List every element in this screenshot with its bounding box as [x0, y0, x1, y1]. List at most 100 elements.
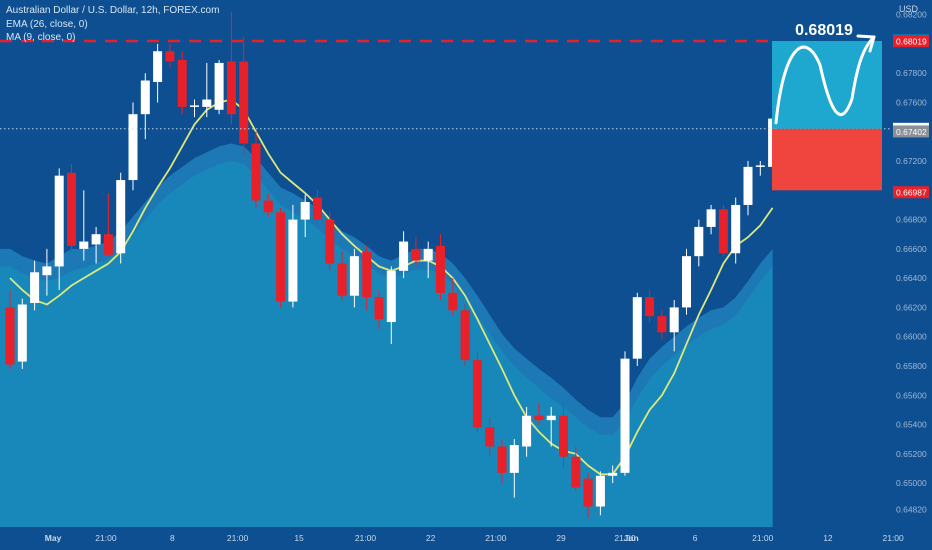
candle — [399, 231, 409, 279]
candle-body — [153, 51, 163, 82]
y-tick-label: 0.67800 — [896, 68, 927, 78]
candle — [546, 406, 556, 447]
candle — [632, 292, 642, 366]
y-tick-label: 0.65400 — [896, 420, 927, 430]
candle-body — [669, 307, 679, 333]
projection-arrow — [856, 34, 876, 53]
candle — [128, 102, 138, 191]
candle-body — [448, 292, 458, 311]
x-tick-label: 29 — [556, 533, 566, 543]
candle — [743, 161, 753, 216]
candle — [595, 471, 605, 516]
candle — [325, 212, 335, 271]
x-tick-label: Jun — [624, 533, 639, 543]
candle — [349, 248, 359, 308]
x-tick-label: 21:00 — [882, 533, 904, 543]
candle — [116, 172, 126, 264]
x-tick-label: 21:00 — [227, 533, 249, 543]
candle — [620, 351, 630, 476]
candle — [706, 204, 716, 235]
currency-label: USD — [898, 4, 918, 14]
candle-body — [755, 165, 765, 167]
candle-body — [583, 478, 593, 507]
candle-body — [67, 172, 76, 246]
candle-body — [362, 251, 372, 298]
candle — [214, 60, 224, 115]
price-label-text: 0.68019 — [896, 37, 927, 47]
candle — [559, 402, 568, 469]
y-tick-label: 0.65000 — [896, 478, 927, 488]
candle-body — [226, 61, 236, 115]
candle-body — [91, 234, 101, 245]
candle — [645, 289, 655, 323]
candle — [682, 248, 691, 315]
candle — [694, 219, 704, 267]
candle-body — [436, 245, 445, 293]
candle — [288, 204, 298, 308]
price-label-text: 0.67402 — [896, 127, 927, 137]
ma-legend: MA (9, close, 0) — [6, 32, 76, 43]
candle-body — [103, 234, 113, 255]
ema-band-inner — [0, 161, 773, 527]
x-tick-label: 8 — [170, 533, 175, 543]
price-label-text: 0.66987 — [896, 188, 927, 198]
x-tick-label: 6 — [693, 533, 698, 543]
x-tick-label: May — [45, 533, 62, 543]
candle — [263, 193, 273, 217]
candle — [177, 51, 187, 115]
x-tick-label: 21:00 — [355, 533, 377, 543]
candle — [657, 310, 667, 340]
candle-body — [559, 415, 568, 457]
x-tick-label: 15 — [294, 533, 304, 543]
candle-body — [731, 204, 741, 254]
candle — [239, 36, 249, 157]
candle — [202, 62, 212, 118]
candle — [374, 289, 384, 330]
x-tick-label: 22 — [426, 533, 436, 543]
candle — [423, 241, 433, 279]
candle — [190, 99, 199, 118]
candle-body — [472, 360, 482, 428]
candle — [460, 304, 470, 366]
candle — [718, 204, 728, 257]
y-tick-label: 0.67200 — [896, 156, 927, 166]
target-price-label: 0.68019 — [795, 22, 853, 39]
candle-body — [349, 256, 359, 296]
candle — [5, 289, 15, 369]
candle-body — [682, 256, 691, 308]
y-tick-label: 0.66000 — [896, 332, 927, 342]
candle-body — [337, 263, 347, 296]
candle-body — [30, 272, 40, 304]
symbol-title: Australian Dollar / U.S. Dollar, 12h, FO… — [6, 5, 220, 16]
candle-body — [509, 445, 519, 473]
candle-body — [325, 219, 335, 264]
x-tick-label: 12 — [823, 533, 833, 543]
y-tick-label: 0.66800 — [896, 215, 927, 225]
x-tick-label: 21:00 — [485, 533, 507, 543]
candle-body — [128, 114, 138, 181]
candle-body — [743, 166, 753, 205]
candle-body — [116, 180, 126, 254]
candle — [103, 193, 113, 257]
candle — [436, 234, 445, 301]
target-box — [772, 40, 882, 129]
candle — [54, 168, 64, 290]
candle — [362, 245, 372, 311]
candle-body — [202, 99, 212, 107]
price-label-bg — [893, 125, 929, 138]
y-tick-label: 0.66400 — [896, 273, 927, 283]
candle-body — [251, 143, 261, 201]
candle — [534, 402, 544, 425]
candle — [165, 43, 175, 68]
candle-body — [374, 297, 384, 320]
candle — [448, 278, 458, 315]
ema-legend: EMA (26, close, 0) — [6, 18, 88, 30]
candle — [91, 226, 101, 264]
y-tick-label: 0.65600 — [896, 390, 927, 400]
candle — [411, 237, 421, 267]
y-tick-label: 0.64820 — [896, 504, 927, 514]
candle-body — [657, 316, 667, 333]
candle-body — [632, 297, 642, 359]
candle-body — [165, 51, 175, 62]
